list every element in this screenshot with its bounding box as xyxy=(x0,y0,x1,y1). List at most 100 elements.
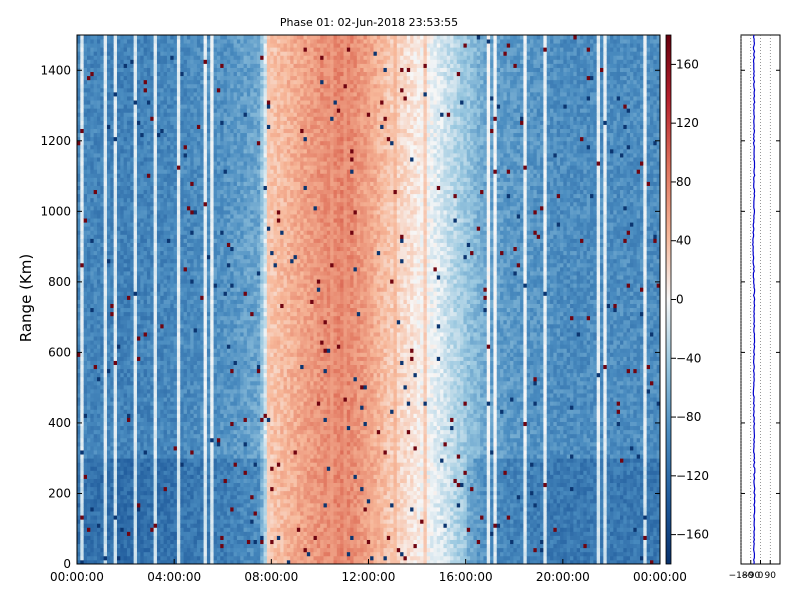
heatmap-cell xyxy=(140,145,144,149)
heatmap-cell xyxy=(150,120,154,124)
heatmap-cell xyxy=(127,72,131,76)
heatmap-cell xyxy=(170,356,174,360)
heatmap-cell xyxy=(84,251,88,255)
heatmap-cell xyxy=(160,222,164,226)
heatmap-cell xyxy=(140,479,144,483)
heatmap-cell xyxy=(127,365,131,369)
heatmap-cell xyxy=(80,238,84,242)
heatmap-cell xyxy=(84,194,88,198)
heatmap-cell xyxy=(150,466,154,470)
heatmap-cell xyxy=(110,177,114,181)
heatmap-cell xyxy=(140,450,144,454)
heatmap-cell xyxy=(197,462,201,466)
heatmap-cell xyxy=(184,458,188,462)
heatmap-cell xyxy=(197,434,201,438)
heatmap-cell xyxy=(184,361,188,365)
heatmap-cell xyxy=(100,446,104,450)
heatmap-cell xyxy=(107,165,111,169)
heatmap-cell xyxy=(80,295,84,299)
heatmap-cell xyxy=(174,405,178,409)
heatmap-cell xyxy=(94,283,98,287)
heatmap-cell xyxy=(154,238,158,242)
heatmap-cell xyxy=(114,491,118,495)
heatmap-cell xyxy=(204,442,208,446)
heatmap-cell xyxy=(197,336,201,340)
heatmap-cell xyxy=(170,222,174,226)
heatmap-cell xyxy=(180,76,184,80)
heatmap-cell xyxy=(167,479,171,483)
heatmap-cell xyxy=(130,271,134,275)
heatmap-cell xyxy=(194,271,198,275)
heatmap-cell xyxy=(104,96,108,100)
heatmap-cell xyxy=(137,234,141,238)
heatmap-cell xyxy=(134,405,138,409)
heatmap-cell xyxy=(124,401,128,405)
heatmap-cell xyxy=(107,413,111,417)
heatmap-cell xyxy=(154,104,158,108)
heatmap-cell xyxy=(134,483,138,487)
heatmap-cell xyxy=(114,251,118,255)
heatmap-cell xyxy=(90,422,94,426)
heatmap-cell xyxy=(190,466,194,470)
heatmap-cell xyxy=(200,238,204,242)
heatmap-cell xyxy=(104,153,108,157)
heatmap-cell xyxy=(80,397,84,401)
heatmap-cell xyxy=(194,55,198,59)
heatmap-cell xyxy=(164,177,168,181)
heatmap-cell xyxy=(107,157,111,161)
heatmap-cell xyxy=(104,470,108,474)
heatmap-cell xyxy=(134,519,138,523)
heatmap-cell xyxy=(140,161,144,165)
heatmap-cell xyxy=(77,458,81,462)
heatmap-cell xyxy=(110,218,114,222)
heatmap-cell xyxy=(157,409,161,413)
heatmap-cell xyxy=(104,72,108,76)
heatmap-cell xyxy=(160,247,164,251)
heatmap-cell xyxy=(137,100,141,104)
heatmap-cell xyxy=(140,234,144,238)
heatmap-cell xyxy=(197,198,201,202)
heatmap-cell xyxy=(107,255,111,259)
heatmap-cell xyxy=(177,263,181,267)
heatmap-cell xyxy=(87,308,91,312)
heatmap-cell xyxy=(77,133,81,137)
heatmap-cell xyxy=(90,466,94,470)
heatmap-cell xyxy=(84,389,88,393)
heatmap-cell xyxy=(90,84,94,88)
heatmap-cell xyxy=(147,556,151,560)
heatmap-cell xyxy=(147,63,151,67)
heatmap-cell xyxy=(154,210,158,214)
heatmap-cell xyxy=(100,340,104,344)
heatmap-cell xyxy=(124,491,128,495)
heatmap-cell xyxy=(84,511,88,515)
heatmap-cell xyxy=(164,523,168,527)
heatmap-cell xyxy=(117,194,121,198)
heatmap-cell xyxy=(140,198,144,202)
heatmap-cell xyxy=(194,316,198,320)
heatmap-cell xyxy=(194,540,198,544)
heatmap-cell xyxy=(190,458,194,462)
heatmap-cell xyxy=(200,59,204,63)
heatmap-cell xyxy=(107,202,111,206)
heatmap-cell xyxy=(117,377,121,381)
heatmap-cell xyxy=(134,462,138,466)
heatmap-cell xyxy=(200,234,204,238)
heatmap-cell xyxy=(150,442,154,446)
heatmap-cell xyxy=(157,202,161,206)
heatmap-cell xyxy=(104,80,108,84)
heatmap-cell xyxy=(107,222,111,226)
heatmap-cell xyxy=(84,149,88,153)
heatmap-cell xyxy=(94,540,98,544)
heatmap-cell xyxy=(90,55,94,59)
heatmap-cell xyxy=(107,409,111,413)
heatmap-cell xyxy=(200,405,204,409)
heatmap-cell xyxy=(130,165,134,169)
heatmap-cell xyxy=(124,230,128,234)
heatmap-cell xyxy=(184,495,188,499)
heatmap-cell xyxy=(100,125,104,129)
heatmap-cell xyxy=(130,365,134,369)
heatmap-cell xyxy=(97,291,101,295)
heatmap-cell xyxy=(164,92,168,96)
heatmap-cell xyxy=(77,149,81,153)
heatmap-cell xyxy=(104,438,108,442)
